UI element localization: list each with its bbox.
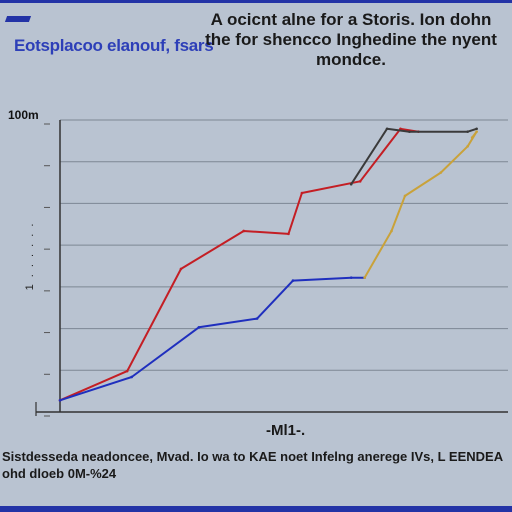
series-4-point [349, 182, 353, 186]
series-3-point [439, 171, 443, 174]
chart-subtitle: A ocicnt alne for a Storis. Ion dohn the… [205, 10, 497, 69]
grid-lines [44, 119, 508, 417]
series-2-point [130, 375, 133, 379]
series-line-1 [59, 127, 419, 402]
series-2-point [197, 326, 201, 329]
series-4-point [475, 127, 478, 131]
series-1-point [125, 369, 129, 373]
series-1-point [300, 191, 304, 195]
series-1-point [242, 229, 245, 233]
x-axis-label: -Ml1-. [266, 422, 306, 439]
series-2-point [255, 317, 259, 320]
series-1-point [179, 267, 183, 271]
axes-group [35, 120, 508, 416]
y-axis-top-tick: 100m [8, 108, 39, 122]
series-2-point [58, 399, 62, 402]
series-2-point [291, 279, 295, 282]
series-4-point [385, 127, 389, 131]
series-1-point [287, 232, 290, 236]
series-3-point [470, 136, 474, 139]
series-4-point [408, 130, 411, 133]
series-3-point [475, 130, 478, 133]
series-group [58, 127, 478, 402]
series-3-point [390, 229, 393, 233]
series-3-point [403, 194, 407, 198]
series-2-point [349, 276, 353, 279]
series-4-point [466, 130, 469, 133]
series-1-point [358, 180, 362, 183]
series-3-point [363, 276, 366, 279]
series-3-point [466, 144, 469, 148]
bottom-frame-line [0, 506, 512, 512]
chart-caption: Sistdesseda neadoncee, Mvad. Io wa to KA… [2, 449, 503, 481]
chart-title: Eotsplacoo elanouf, fsars [14, 36, 214, 55]
series-1-point [399, 127, 402, 131]
top-frame-line [0, 0, 512, 3]
series-line-2 [59, 276, 365, 402]
